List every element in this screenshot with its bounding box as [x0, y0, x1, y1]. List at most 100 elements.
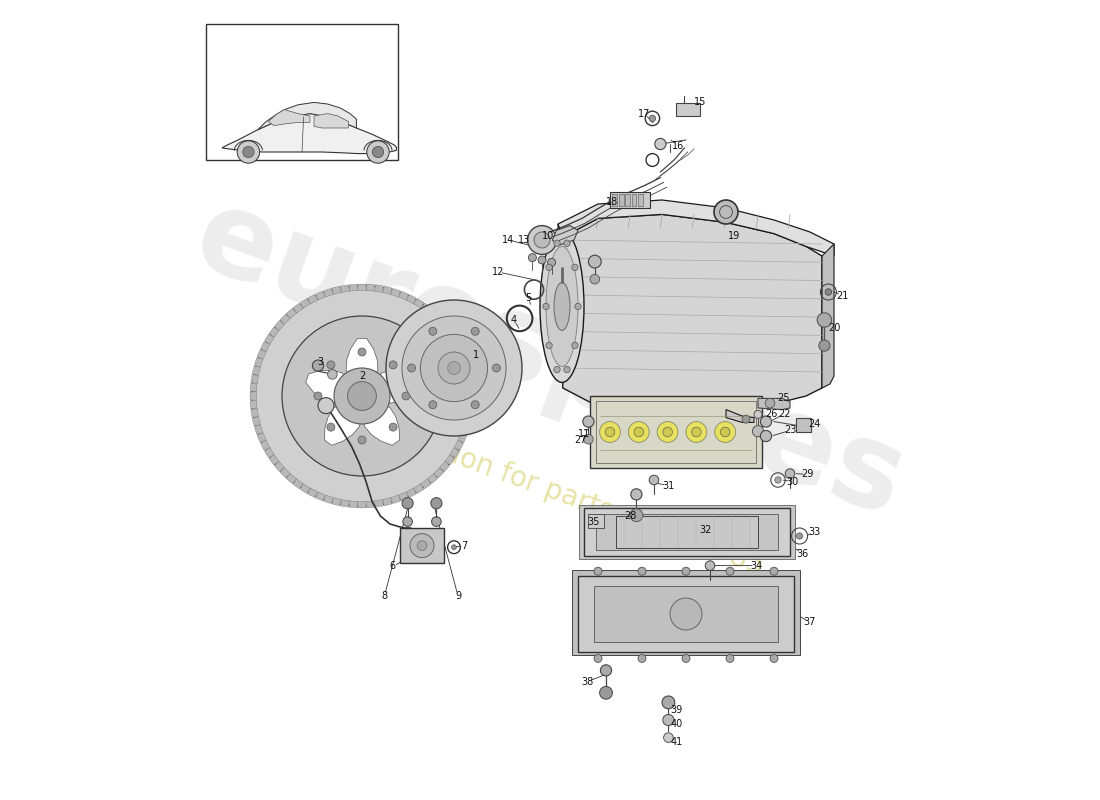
Polygon shape: [286, 308, 297, 318]
Polygon shape: [383, 286, 392, 294]
Circle shape: [312, 360, 323, 371]
Circle shape: [600, 422, 620, 442]
Circle shape: [528, 254, 537, 262]
Polygon shape: [254, 358, 263, 367]
Text: 19: 19: [728, 231, 740, 241]
Bar: [399, 528, 444, 563]
Text: 27: 27: [574, 435, 586, 445]
Circle shape: [358, 348, 366, 356]
Polygon shape: [466, 400, 474, 409]
Circle shape: [638, 567, 646, 575]
Polygon shape: [558, 200, 834, 256]
Polygon shape: [261, 342, 270, 352]
Circle shape: [402, 498, 414, 509]
Polygon shape: [562, 214, 822, 410]
Polygon shape: [463, 366, 472, 375]
Circle shape: [410, 534, 435, 558]
Circle shape: [774, 477, 781, 483]
Text: 35: 35: [587, 517, 601, 526]
Bar: [595, 514, 778, 550]
Text: eurospares: eurospares: [179, 178, 921, 542]
Circle shape: [638, 654, 646, 662]
Polygon shape: [350, 284, 358, 291]
Circle shape: [431, 498, 442, 509]
Circle shape: [548, 258, 556, 266]
Polygon shape: [324, 405, 360, 446]
Text: 13: 13: [518, 235, 530, 245]
Circle shape: [630, 509, 642, 522]
Polygon shape: [374, 499, 384, 507]
Text: 39: 39: [670, 705, 682, 714]
Ellipse shape: [554, 282, 570, 330]
Circle shape: [726, 654, 734, 662]
Text: 10: 10: [542, 231, 554, 241]
Circle shape: [318, 398, 334, 414]
Circle shape: [818, 340, 830, 351]
Circle shape: [714, 200, 738, 224]
Circle shape: [327, 361, 334, 369]
Polygon shape: [358, 502, 366, 508]
Text: 2: 2: [359, 371, 365, 381]
Circle shape: [538, 256, 546, 264]
Polygon shape: [468, 392, 474, 400]
Circle shape: [649, 115, 656, 122]
Polygon shape: [427, 474, 438, 484]
Circle shape: [328, 370, 338, 379]
Bar: [596, 401, 756, 463]
Circle shape: [601, 665, 612, 676]
Circle shape: [493, 364, 500, 372]
Text: 28: 28: [624, 511, 636, 521]
Text: 41: 41: [670, 737, 682, 746]
Circle shape: [546, 342, 552, 349]
Polygon shape: [274, 462, 285, 472]
Text: 31: 31: [662, 481, 674, 490]
Polygon shape: [414, 484, 424, 494]
Text: 30: 30: [786, 477, 799, 486]
Circle shape: [554, 366, 560, 373]
Polygon shape: [341, 499, 350, 507]
Circle shape: [542, 303, 549, 310]
Circle shape: [452, 545, 456, 550]
Circle shape: [770, 654, 778, 662]
Circle shape: [742, 415, 750, 423]
Text: 8: 8: [382, 591, 387, 601]
Polygon shape: [433, 468, 444, 478]
Text: 9: 9: [455, 591, 461, 601]
Polygon shape: [293, 303, 304, 313]
Polygon shape: [420, 303, 431, 313]
Polygon shape: [264, 447, 274, 458]
Circle shape: [563, 366, 570, 373]
Circle shape: [785, 469, 795, 478]
Circle shape: [572, 264, 579, 270]
Polygon shape: [463, 417, 472, 426]
Text: 12: 12: [492, 267, 504, 277]
Circle shape: [590, 274, 600, 284]
Polygon shape: [461, 358, 470, 367]
Polygon shape: [350, 501, 358, 508]
Circle shape: [686, 422, 707, 442]
Polygon shape: [458, 433, 466, 442]
Circle shape: [402, 316, 506, 420]
Polygon shape: [358, 284, 366, 290]
Circle shape: [408, 364, 416, 372]
Text: 32: 32: [700, 525, 712, 534]
Polygon shape: [316, 492, 326, 501]
Text: 18: 18: [606, 197, 618, 206]
Polygon shape: [268, 110, 310, 126]
Circle shape: [654, 138, 666, 150]
Circle shape: [429, 401, 437, 409]
Polygon shape: [406, 294, 416, 304]
Circle shape: [554, 240, 560, 246]
Circle shape: [649, 475, 659, 485]
Circle shape: [670, 598, 702, 630]
Polygon shape: [454, 342, 463, 352]
Polygon shape: [306, 370, 346, 403]
Polygon shape: [252, 417, 261, 426]
Text: 21: 21: [836, 291, 848, 301]
Polygon shape: [254, 425, 263, 434]
Text: 38: 38: [582, 677, 594, 686]
Circle shape: [752, 426, 763, 437]
Text: 5: 5: [526, 293, 531, 302]
Bar: [796, 418, 811, 432]
Circle shape: [243, 146, 254, 158]
